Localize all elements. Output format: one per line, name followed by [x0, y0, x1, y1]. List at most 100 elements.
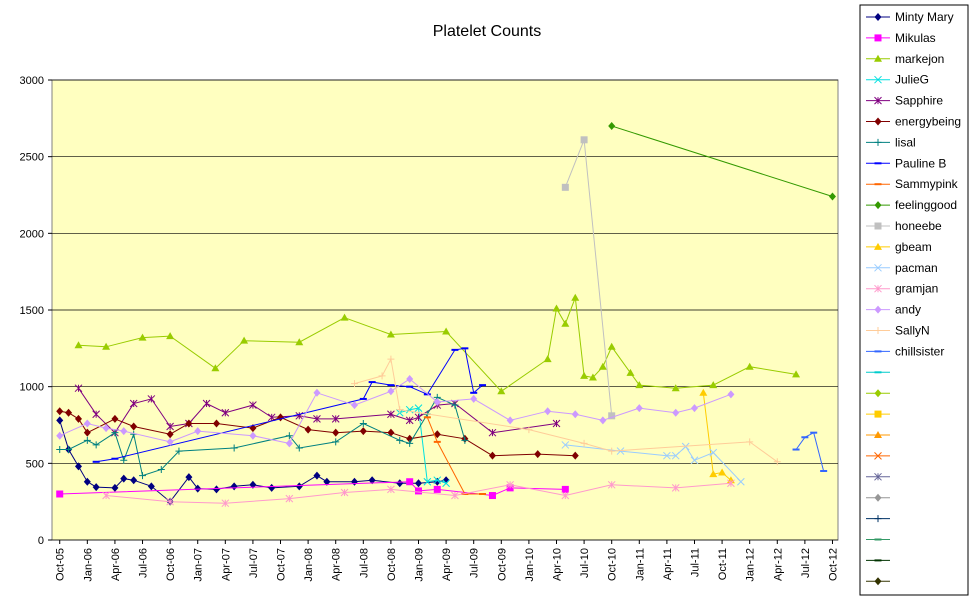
marker — [387, 355, 395, 363]
marker — [451, 401, 459, 409]
marker — [671, 451, 680, 460]
series-line — [611, 125, 833, 197]
marker — [433, 398, 441, 406]
marker — [387, 387, 395, 396]
marker — [544, 407, 552, 416]
marker — [295, 482, 303, 491]
marker — [285, 432, 293, 440]
marker — [194, 484, 202, 493]
marker — [690, 456, 699, 465]
marker — [874, 13, 882, 21]
x-tick-label: Apr-07 — [220, 548, 232, 581]
marker — [874, 75, 882, 84]
marker — [83, 428, 91, 437]
marker — [727, 479, 735, 488]
marker — [65, 408, 73, 417]
marker — [415, 479, 423, 488]
marker — [332, 438, 340, 446]
marker — [166, 422, 174, 431]
legend-label: markejon — [895, 52, 944, 66]
marker — [433, 477, 441, 486]
legend-label: pacman — [895, 261, 938, 275]
marker — [56, 431, 64, 440]
legend-label: SallyN — [895, 324, 930, 338]
marker — [442, 479, 450, 488]
marker — [313, 415, 321, 423]
marker — [874, 410, 882, 418]
marker — [83, 477, 91, 486]
marker — [608, 122, 616, 130]
marker — [56, 407, 64, 416]
marker — [102, 491, 110, 500]
marker — [368, 476, 376, 485]
marker — [74, 384, 83, 393]
marker — [616, 447, 625, 455]
marker — [525, 426, 533, 434]
legend-label: lisal — [895, 135, 916, 149]
marker — [83, 419, 91, 428]
y-tick-label: 2000 — [20, 228, 44, 240]
marker — [185, 473, 193, 482]
marker — [672, 408, 680, 417]
marker — [74, 414, 82, 423]
marker — [470, 394, 478, 403]
x-tick-label: Oct-05 — [55, 548, 67, 581]
marker — [185, 419, 193, 428]
marker — [414, 413, 423, 422]
marker — [212, 485, 220, 494]
x-tick-label: Oct-08 — [386, 548, 398, 581]
legend-label: Mikulas — [895, 31, 936, 45]
marker — [709, 381, 718, 389]
marker — [488, 492, 496, 500]
marker — [56, 416, 64, 425]
legend-label: feelinggood — [895, 198, 957, 212]
x-tick-label: Oct-10 — [607, 548, 619, 581]
series-line — [426, 417, 483, 495]
marker — [442, 327, 451, 335]
marker — [175, 447, 183, 455]
marker — [415, 487, 423, 495]
marker — [580, 371, 589, 379]
x-tick-label: Jan-09 — [414, 548, 426, 582]
x-tick-label: Apr-09 — [441, 548, 453, 581]
marker — [102, 342, 111, 350]
marker — [497, 387, 506, 395]
marker — [635, 404, 643, 413]
x-tick-label: Jul-12 — [800, 548, 812, 578]
marker — [663, 451, 671, 460]
marker — [295, 338, 304, 346]
marker — [874, 242, 882, 250]
marker — [396, 436, 404, 444]
marker — [874, 222, 882, 230]
marker — [874, 515, 882, 523]
x-tick-label: Jan-12 — [745, 548, 757, 582]
marker — [157, 465, 165, 473]
marker — [874, 472, 882, 481]
x-tick-label: Apr-12 — [772, 548, 784, 581]
x-tick-label: Jul-11 — [689, 548, 701, 577]
marker — [405, 416, 414, 425]
marker — [433, 476, 442, 485]
legend-label: energybeing — [895, 115, 961, 129]
x-tick-label: Oct-11 — [717, 548, 729, 580]
legend-label: Sammypink — [895, 177, 959, 191]
marker — [561, 319, 570, 327]
marker — [332, 428, 340, 437]
marker — [304, 425, 312, 434]
legend-label: gramjan — [895, 282, 938, 296]
legend-label: andy — [895, 303, 921, 317]
marker — [249, 401, 257, 409]
marker — [249, 431, 257, 440]
x-tick-label: Apr-06 — [110, 548, 122, 581]
marker — [727, 390, 735, 399]
marker — [718, 468, 727, 476]
marker — [323, 477, 331, 486]
marker — [709, 448, 718, 457]
marker — [874, 96, 882, 105]
x-tick-label: Oct-07 — [276, 548, 288, 581]
marker — [690, 404, 698, 413]
marker — [240, 336, 249, 344]
marker — [874, 577, 882, 586]
marker — [406, 375, 414, 383]
